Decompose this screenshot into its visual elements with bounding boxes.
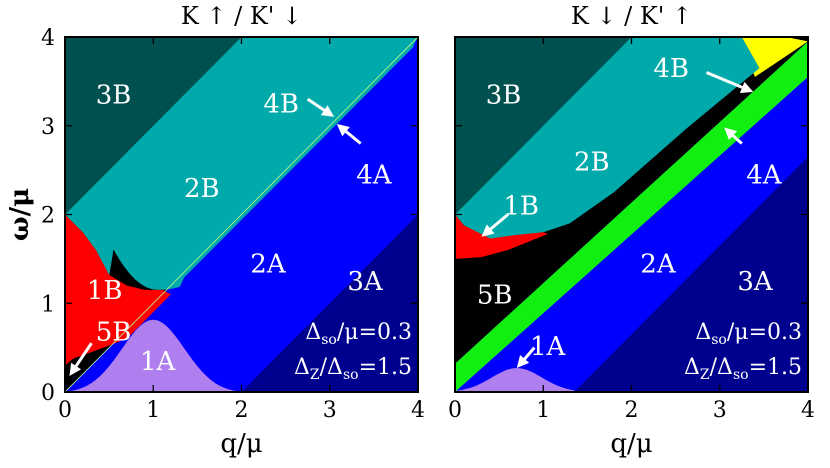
x-tick-label: 4 — [801, 398, 815, 423]
plot-area — [455, 37, 808, 392]
param-delta-z-ratio: ΔZ/Δso=1.5 — [294, 355, 412, 383]
param-subscript: so — [711, 332, 727, 348]
param-delta-so: Δso/μ=0.3 — [305, 320, 412, 348]
x-axis-label: q/μ — [610, 429, 652, 459]
panel-title: K ↓ / K' ↑ — [571, 2, 692, 30]
param-delta-z-ratio: ΔZ/Δso=1.5 — [684, 355, 802, 383]
plot-area — [65, 37, 418, 392]
arrow-shaft — [732, 134, 743, 145]
x-tick-label: 2 — [235, 398, 249, 423]
param-subscript: so — [733, 367, 749, 383]
param-symbol: Δ — [305, 320, 321, 345]
region-label-2B: 2B — [574, 147, 610, 177]
param-delta-so: Δso/μ=0.3 — [695, 320, 802, 348]
arrow-shaft — [489, 213, 509, 231]
region-label-3A: 3A — [737, 267, 774, 297]
arrow-head — [481, 224, 495, 237]
arrow-head — [739, 81, 754, 93]
region-label-2B: 2B — [184, 174, 220, 204]
arrow-head — [320, 105, 335, 117]
param-value: =1.5 — [749, 355, 802, 380]
region-label-3B: 3B — [96, 81, 132, 111]
param-symbol: /Δ — [710, 355, 733, 380]
arrow-shaft — [705, 71, 743, 89]
y-tick-label: 0 — [41, 381, 55, 406]
x-tick-label: 1 — [536, 398, 550, 423]
y-tick-label: 3 — [41, 115, 55, 140]
param-subscript: so — [321, 332, 337, 348]
region-1B — [455, 214, 548, 259]
x-tick-label: 1 — [146, 398, 160, 423]
x-tick-label: 3 — [713, 398, 727, 423]
region-label-5B: 5B — [477, 280, 513, 310]
region-label-5B: 5B — [96, 318, 132, 348]
x-tick-label: 0 — [58, 398, 72, 423]
region-1A — [455, 368, 575, 392]
x-tick-label: 4 — [411, 398, 425, 423]
param-value: =1.5 — [359, 355, 412, 380]
x-tick-label: 0 — [448, 398, 462, 423]
region-label-3A: 3A — [347, 267, 384, 297]
region-label-1B: 1B — [87, 276, 123, 306]
region-label-1B: 1B — [503, 192, 539, 222]
y-tick-label: 2 — [41, 204, 55, 229]
param-symbol: Δ — [695, 320, 711, 345]
region-label-4B: 4B — [653, 54, 689, 84]
arrow-head — [516, 355, 530, 369]
region-label-2A: 2A — [640, 249, 677, 279]
arrow-shaft — [523, 346, 536, 360]
region-2B — [455, 37, 760, 240]
left-panel: 0 1 2 3 4 0 1 2 3 4 q/μ ω/μ K ↑ / K' ↓ 3B 2B 1B 5B 1A 2A 3A… — [5, 2, 425, 459]
right-panel: 0 1 2 3 4q/μK ↓ / K' ↑3B2B1B5B1A2A3A4B4AΔso/… — [448, 2, 815, 459]
x-axis-label: q/μ — [220, 429, 262, 459]
param-value: /μ=0.3 — [337, 320, 412, 345]
y-tick-label: 4 — [41, 26, 55, 51]
arrow-shaft — [306, 97, 326, 112]
param-value: /μ=0.3 — [727, 320, 802, 345]
arrow-head — [336, 123, 350, 137]
y-axis-label: ω/μ — [5, 188, 35, 241]
arrow-head — [69, 362, 82, 377]
region-label-4A: 4A — [746, 161, 783, 191]
x-tick-label: 3 — [323, 398, 337, 423]
region-4A-4B-boundary — [65, 37, 418, 392]
x-tick-label: 2 — [625, 398, 639, 423]
param-subscript: so — [343, 367, 359, 383]
panel-title: K ↑ / K' ↓ — [181, 2, 302, 30]
region-1A — [65, 319, 242, 392]
param-subscript: Z — [310, 367, 320, 383]
region-label-4B: 4B — [263, 90, 299, 120]
param-subscript: Z — [700, 367, 710, 383]
param-symbol: Δ — [294, 355, 310, 380]
region-label-2A: 2A — [250, 249, 287, 279]
region-label-1A: 1A — [140, 347, 177, 377]
region-1B — [65, 214, 171, 366]
region-2B — [65, 37, 418, 290]
arrow-shaft — [345, 130, 362, 145]
arrow-head — [724, 127, 738, 141]
y-tick-label: 1 — [41, 292, 55, 317]
region-4A-band — [455, 41, 808, 392]
region-label-3B: 3B — [486, 81, 522, 111]
param-symbol: Δ — [684, 355, 700, 380]
region-label-4A: 4A — [356, 161, 393, 191]
region-label-1A: 1A — [530, 332, 567, 362]
param-symbol: /Δ — [320, 355, 343, 380]
arrow-shaft — [74, 342, 93, 367]
